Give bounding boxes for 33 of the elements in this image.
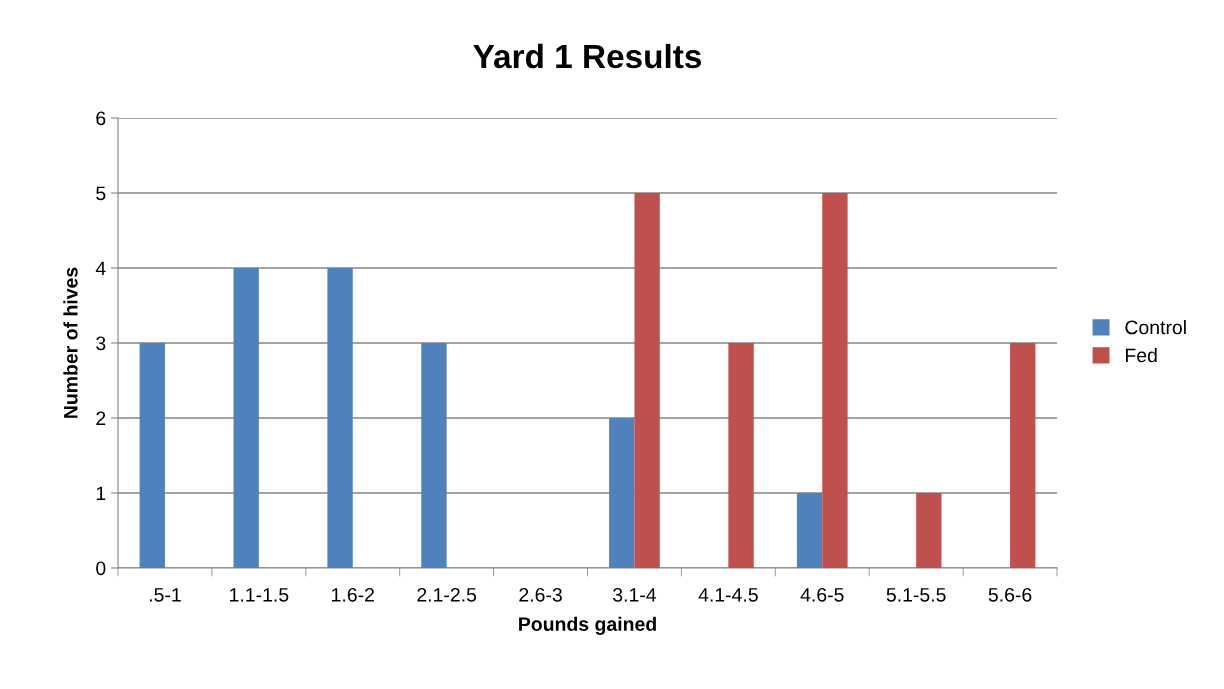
x-tick-label: 4.1-4.5 bbox=[698, 588, 758, 602]
bar bbox=[796, 493, 823, 568]
x-tick-label: 4.6-5 bbox=[800, 587, 844, 602]
bar bbox=[327, 268, 353, 568]
y-tick-label: 1 bbox=[96, 486, 106, 501]
bar bbox=[916, 493, 942, 568]
bar bbox=[728, 343, 754, 568]
x-tick-label: 5.6-6 bbox=[988, 587, 1032, 602]
legend-label: Control bbox=[1125, 320, 1186, 335]
y-tick-label: 4 bbox=[95, 261, 106, 276]
y-tick-label: 3 bbox=[96, 336, 106, 351]
bar bbox=[1010, 343, 1036, 568]
bar bbox=[421, 343, 447, 568]
x-tick-label: 2.1-2.5 bbox=[417, 587, 477, 602]
legend-label: Fed bbox=[1125, 347, 1157, 363]
bar bbox=[233, 268, 259, 568]
x-tick-label: 1.1-1.5 bbox=[230, 588, 289, 602]
x-tick-label: 5.1-5.5 bbox=[886, 588, 946, 602]
x-tick-label: 1.6-2 bbox=[332, 587, 374, 602]
x-tick-label: 3.1-4 bbox=[613, 587, 657, 602]
x-tick-label: 2.6-3 bbox=[519, 587, 562, 602]
y-axis-title: Number of hives bbox=[63, 267, 78, 418]
x-tick-label: .5-1 bbox=[149, 588, 181, 602]
y-tick-label: 2 bbox=[96, 411, 106, 426]
chart-title: Yard 1 Results bbox=[473, 43, 702, 69]
bar bbox=[822, 193, 848, 568]
y-tick-label: 5 bbox=[96, 186, 106, 201]
bar bbox=[609, 418, 635, 568]
y-tick-label: 0 bbox=[96, 561, 106, 576]
y-tick-label: 6 bbox=[96, 111, 106, 126]
x-axis-title: Pounds gained bbox=[519, 616, 656, 635]
bar bbox=[139, 343, 165, 568]
bar bbox=[634, 193, 660, 568]
